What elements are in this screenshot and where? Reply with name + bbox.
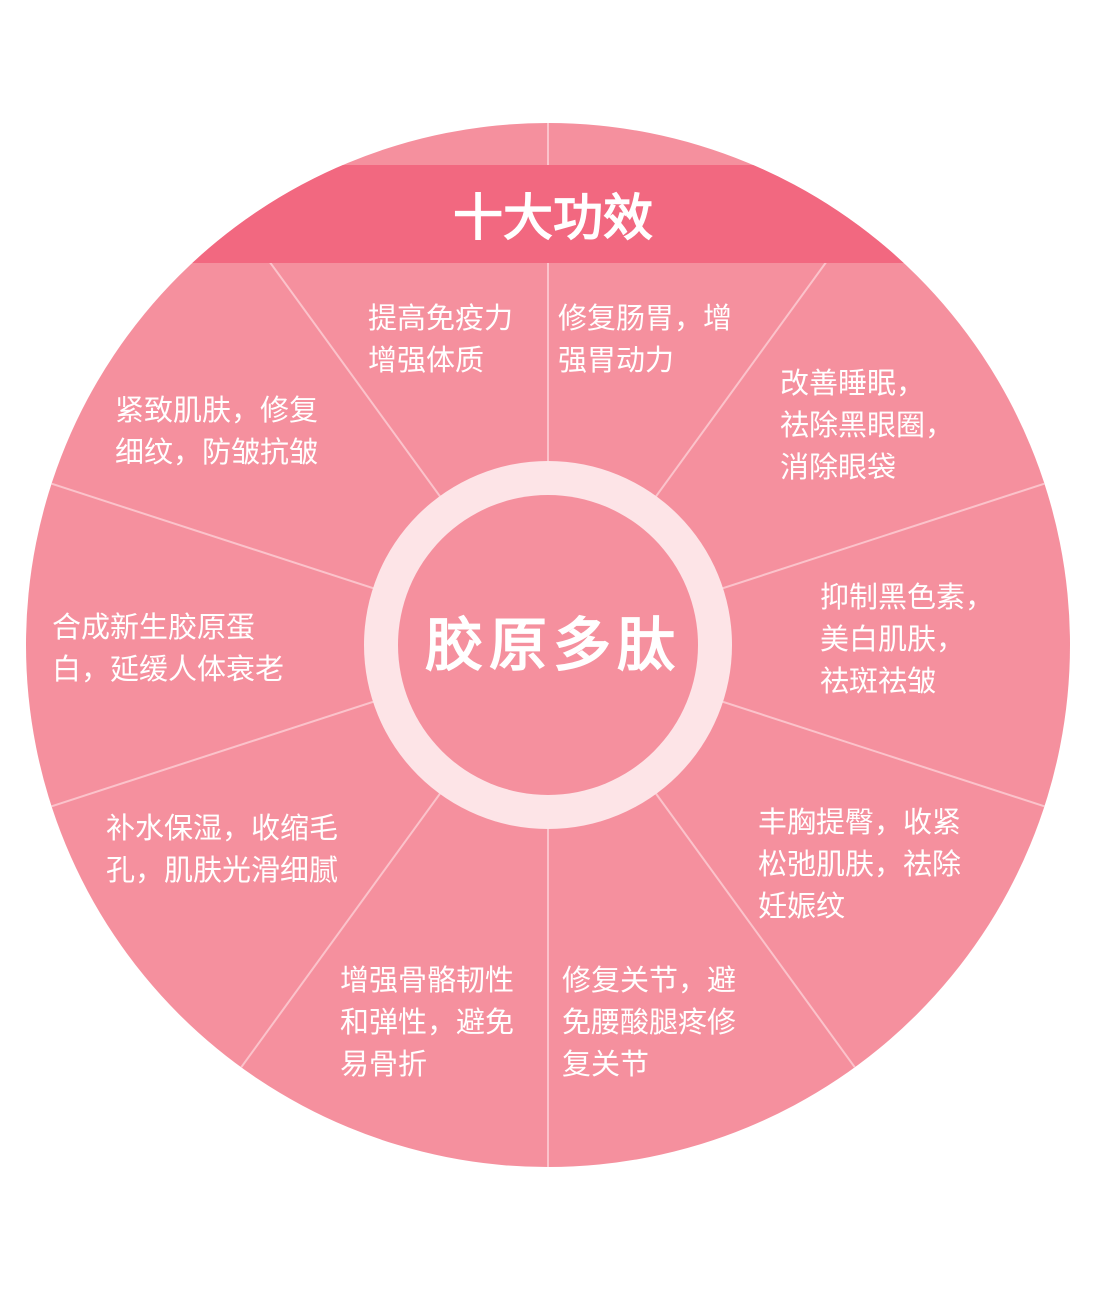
benefit-line: 修复肠胃，增	[558, 301, 732, 335]
benefit-line: 易骨折	[340, 1047, 427, 1081]
banner-title: 十大功效	[453, 189, 653, 247]
benefit-line: 消除眼袋	[780, 450, 896, 484]
benefit-line: 丰胸提臀，收紧	[758, 805, 961, 839]
benefit-label-4: 抑制黑色素， 美白肌肤， 祛斑祛皱	[820, 580, 994, 698]
benefit-line: 补水保湿，收缩毛	[106, 811, 338, 845]
benefit-label-10: 紧致肌肤，修复细纹，防皱抗皱	[115, 393, 318, 469]
benefit-line: 修复关节，避	[562, 963, 736, 997]
benefit-line: 抑制黑色素，	[820, 580, 994, 614]
benefit-label-3: 改善睡眠， 祛除黑眼圈， 消除眼袋	[780, 366, 954, 484]
benefit-line: 孔，肌肤光滑细腻	[106, 853, 338, 887]
benefit-line: 美白肌肤，	[820, 622, 965, 656]
benefit-label-9: 合成新生胶原蛋白，延缓人体衰老	[52, 610, 284, 686]
benefit-label-1: 提高免疫力增强体质	[368, 301, 513, 377]
benefit-line: 强胃动力	[558, 343, 674, 377]
benefit-line: 改善睡眠，	[780, 366, 925, 400]
benefit-line: 细纹，防皱抗皱	[115, 435, 318, 469]
benefit-line: 增强体质	[368, 343, 484, 377]
benefit-line: 祛除黑眼圈，	[780, 408, 954, 442]
benefit-label-6: 修复关节，避免腰酸腿疼修复关节	[562, 963, 736, 1081]
benefit-line: 祛斑祛皱	[820, 664, 936, 698]
benefit-line: 和弹性，避免	[340, 1005, 514, 1039]
benefit-line: 松弛肌肤，祛除	[758, 847, 961, 881]
benefit-line: 妊娠纹	[758, 889, 845, 923]
benefit-line: 免腰酸腿疼修	[562, 1005, 736, 1039]
benefit-label-8: 补水保湿，收缩毛孔，肌肤光滑细腻	[106, 811, 338, 887]
benefit-line: 白，延缓人体衰老	[52, 652, 284, 686]
benefit-line: 增强骨骼韧性	[340, 963, 514, 997]
benefit-labels: 提高免疫力增强体质修复肠胃，增强胃动力改善睡眠，祛除黑眼圈，消除眼袋抑制黑色素，…	[52, 301, 994, 1081]
center-title: 胶原多肽	[425, 611, 681, 679]
benefit-line: 提高免疫力	[368, 301, 513, 335]
benefit-label-7: 增强骨骼韧性和弹性，避免易骨折	[340, 963, 514, 1081]
benefit-line: 紧致肌肤，修复	[115, 393, 318, 427]
center-circle	[398, 495, 698, 795]
benefit-line: 合成新生胶原蛋	[52, 610, 255, 644]
benefit-label-2: 修复肠胃，增强胃动力	[558, 301, 732, 377]
benefit-label-5: 丰胸提臀，收紧松弛肌肤，祛除妊娠纹	[758, 805, 961, 923]
benefit-line: 复关节	[562, 1047, 649, 1081]
